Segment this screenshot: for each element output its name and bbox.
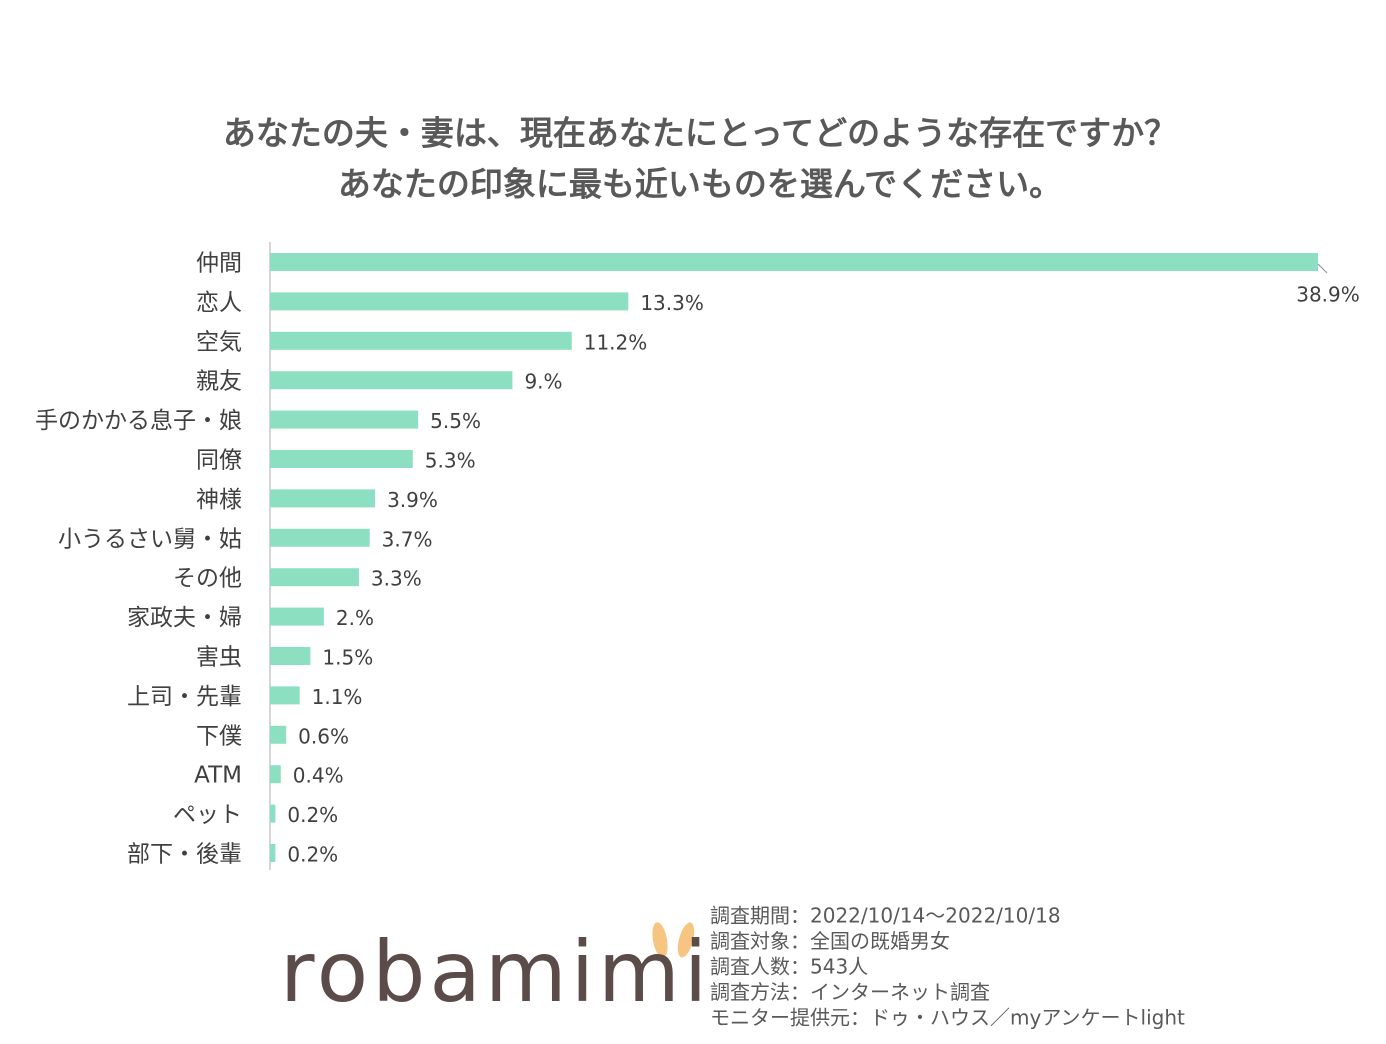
category-label: 空気 xyxy=(196,329,242,355)
chart-title: あなたの印象に最も近いものを選んでください。 xyxy=(338,165,1062,204)
bar xyxy=(270,371,513,390)
bar xyxy=(270,292,629,311)
value-label: 38.9% xyxy=(1296,283,1360,307)
value-label: 13.3% xyxy=(640,291,704,315)
category-label: 部下・後輩 xyxy=(127,842,242,868)
survey-note: 調査対象：全国の既婚男女 xyxy=(710,929,950,953)
category-label: 同僚 xyxy=(196,448,242,474)
value-label: 2.% xyxy=(336,606,374,630)
value-label: 3.3% xyxy=(371,567,422,591)
value-label: 0.4% xyxy=(293,764,344,788)
value-label: 0.2% xyxy=(287,803,338,827)
bar xyxy=(270,844,276,862)
category-label: 家政夫・婦 xyxy=(127,605,242,631)
category-label: 小うるさい舅・姑 xyxy=(58,526,242,552)
bar xyxy=(270,253,1318,271)
category-label: 仲間 xyxy=(196,251,242,277)
logo: robamimi xyxy=(280,923,711,1021)
value-label: 0.2% xyxy=(287,843,338,867)
bar xyxy=(270,528,370,547)
bar xyxy=(270,804,276,823)
bar xyxy=(270,568,359,587)
category-label: 下僕 xyxy=(196,723,242,749)
bar xyxy=(270,765,281,784)
chart-title: あなたの夫・妻は、現在あなたにとってどのような存在ですか？ xyxy=(223,114,1177,153)
category-label: 害虫 xyxy=(196,645,242,671)
value-label: 3.7% xyxy=(382,527,433,551)
category-label: 神様 xyxy=(196,487,242,513)
category-label: 手のかかる息子・娘 xyxy=(35,408,242,434)
value-label: 0.6% xyxy=(298,724,349,748)
category-label: 上司・先輩 xyxy=(127,684,242,710)
value-label: 11.2% xyxy=(584,330,648,354)
bar xyxy=(270,410,419,429)
survey-note: モニター提供元：ドゥ・ハウス／myアンケートlight xyxy=(710,1006,1185,1030)
leader-line xyxy=(1317,263,1328,274)
value-label: 1.1% xyxy=(312,685,363,709)
bar xyxy=(270,725,287,744)
category-label: ペット xyxy=(173,802,242,828)
survey-note: 調査人数：543人 xyxy=(710,955,868,979)
bar xyxy=(270,331,572,350)
category-label: ATM xyxy=(194,763,242,789)
logo-ear xyxy=(677,922,695,958)
bar xyxy=(270,607,324,626)
value-label: 3.9% xyxy=(387,488,438,512)
bar xyxy=(270,489,376,508)
logo-ear xyxy=(652,922,668,958)
category-label: 親友 xyxy=(196,369,242,395)
category-label: その他 xyxy=(173,566,242,592)
category-label: 恋人 xyxy=(196,290,242,316)
value-label: 1.5% xyxy=(322,646,373,670)
value-label: 5.3% xyxy=(425,449,476,473)
survey-note: 調査方法：インターネット調査 xyxy=(710,980,990,1004)
bar xyxy=(270,647,311,665)
value-label: 9.% xyxy=(524,370,562,394)
survey-note: 調査期間：2022/10/14～2022/10/18 xyxy=(710,904,1061,928)
value-label: 5.5% xyxy=(430,409,481,433)
bar xyxy=(270,686,300,705)
bar xyxy=(270,450,413,468)
